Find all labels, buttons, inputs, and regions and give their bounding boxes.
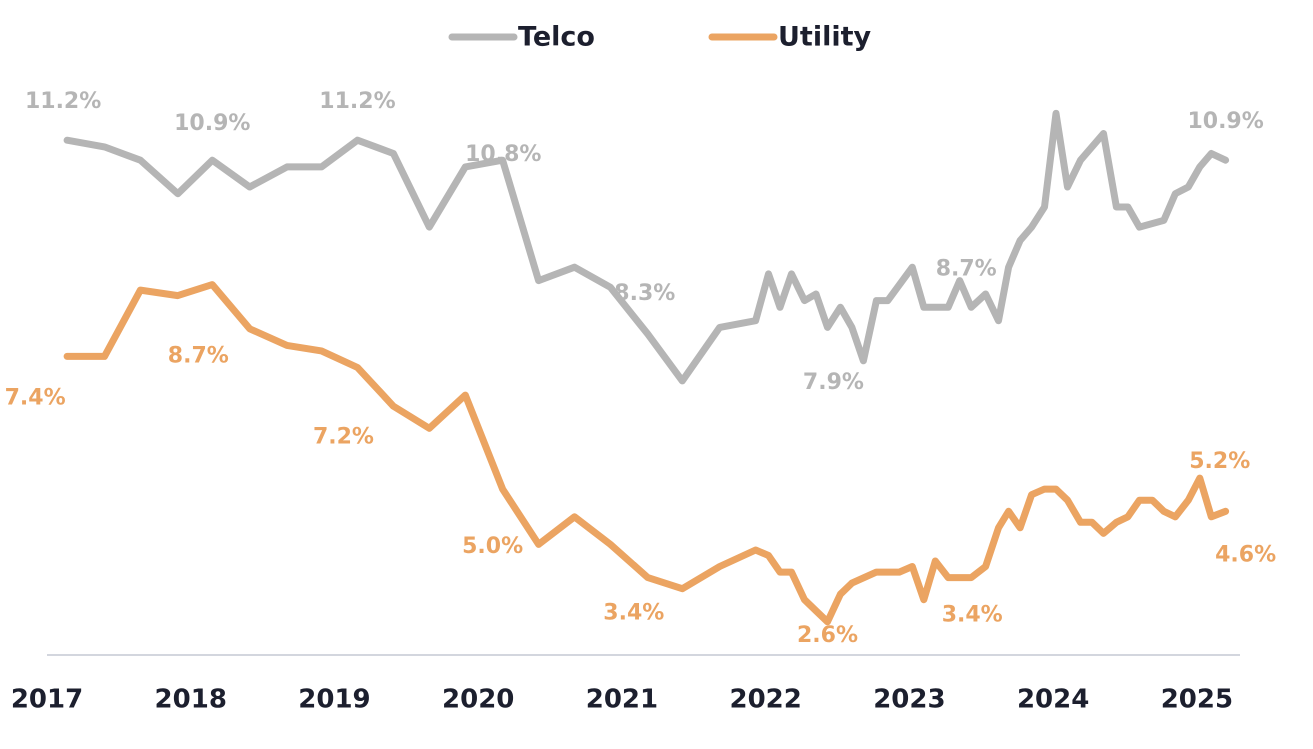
- data-label: 7.9%: [803, 370, 864, 395]
- legend-label: Utility: [778, 22, 872, 53]
- data-label: 10.9%: [1187, 109, 1263, 134]
- x-tick-label: 2024: [1017, 685, 1089, 715]
- legend-label: Telco: [518, 22, 595, 53]
- data-label: 5.2%: [1189, 449, 1250, 474]
- x-tick-label: 2023: [873, 685, 945, 715]
- series-line: [63, 281, 1230, 626]
- series-line: [63, 109, 1230, 385]
- data-label: 10.8%: [465, 142, 541, 167]
- data-label: 4.6%: [1215, 542, 1276, 567]
- data-label: 8.3%: [614, 281, 675, 306]
- data-label: 10.9%: [174, 111, 250, 136]
- x-tick-label: 2022: [729, 685, 801, 715]
- data-label: 5.0%: [462, 534, 523, 559]
- data-label: 3.4%: [603, 601, 664, 626]
- x-tick-label: 2018: [155, 685, 227, 715]
- x-tick-label: 2017: [11, 685, 83, 715]
- data-label: 3.4%: [942, 603, 1003, 628]
- data-label: 8.7%: [168, 344, 229, 369]
- x-tick-label: 2021: [586, 685, 658, 715]
- data-label: 7.2%: [313, 425, 374, 450]
- data-label: 11.2%: [25, 89, 101, 114]
- x-tick-label: 2019: [298, 685, 370, 715]
- data-label: 7.4%: [5, 385, 66, 410]
- data-label: 2.6%: [797, 623, 858, 648]
- x-tick-label: 2025: [1161, 685, 1233, 715]
- data-label: 11.2%: [319, 89, 395, 114]
- x-tick-label: 2020: [442, 685, 514, 715]
- data-label: 8.7%: [936, 256, 997, 281]
